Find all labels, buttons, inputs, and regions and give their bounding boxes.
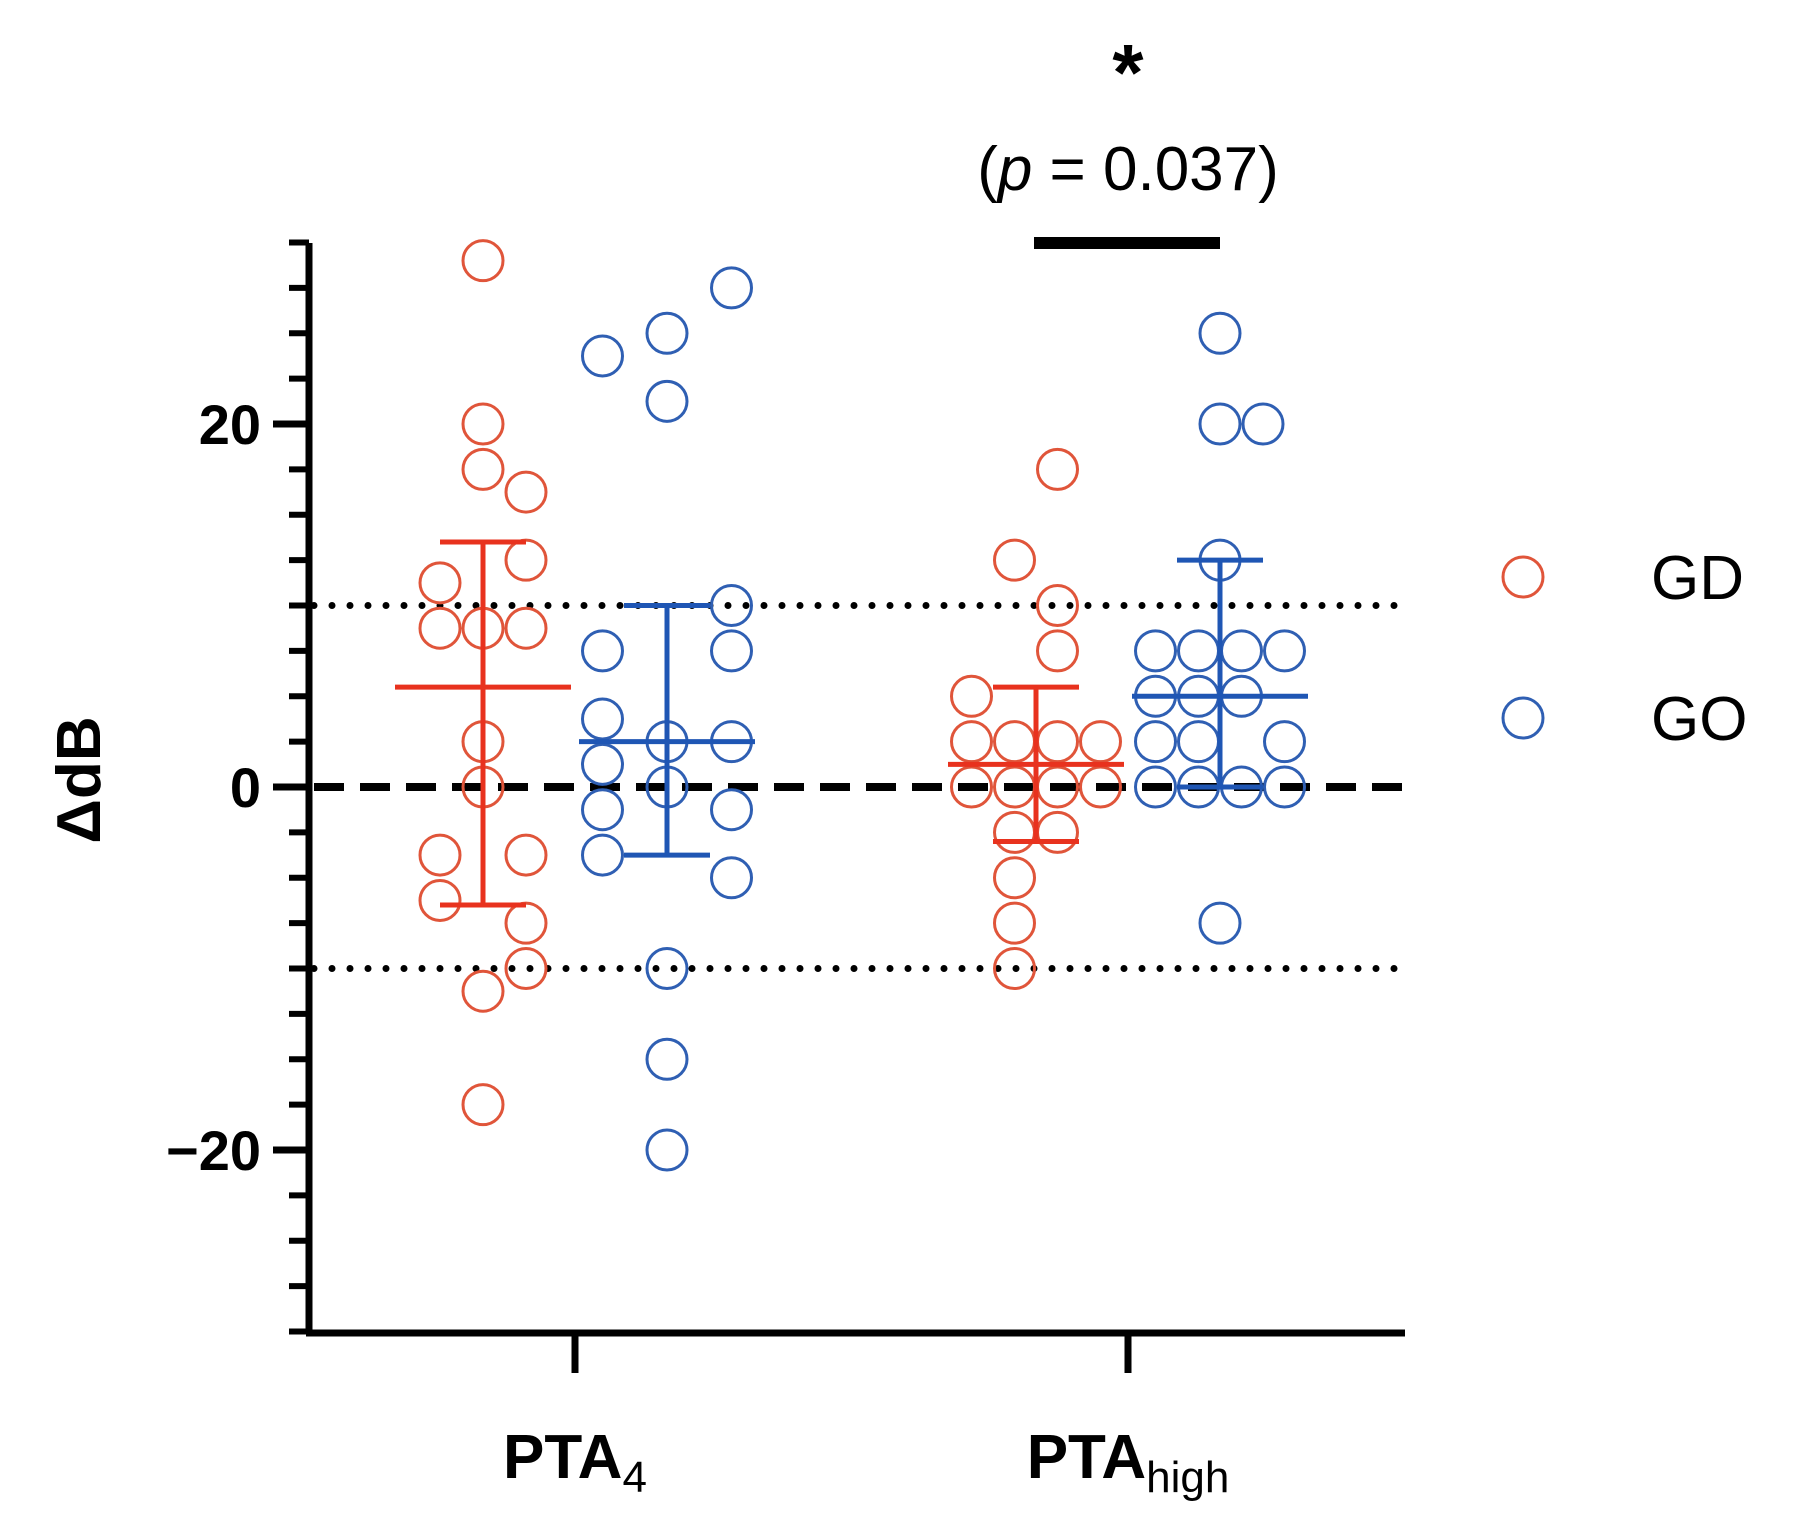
point-go-ptahigh	[1263, 720, 1306, 764]
point-go-ptahigh	[1177, 629, 1220, 673]
point-go-ptahigh	[1177, 720, 1220, 764]
point-gd-pta4	[504, 538, 548, 582]
point-gd-pta4	[418, 606, 462, 650]
x-category-main: PTA	[503, 1423, 622, 1492]
data-points	[418, 239, 1306, 1172]
legend-marker-go	[1501, 696, 1545, 740]
point-gd-ptahigh	[950, 765, 993, 809]
point-go-pta4	[710, 788, 753, 832]
point-gd-ptahigh	[1036, 720, 1079, 764]
legend-marker-gd	[1501, 555, 1545, 599]
point-gd-ptahigh	[1036, 447, 1079, 491]
point-gd-pta4	[504, 606, 548, 650]
point-go-ptahigh	[1198, 311, 1242, 355]
point-go-ptahigh	[1134, 765, 1177, 809]
p-value-part-0: (	[977, 135, 998, 204]
point-gd-ptahigh	[1079, 720, 1122, 764]
point-gd-pta4	[418, 561, 462, 605]
point-gd-pta4	[504, 947, 548, 990]
point-go-ptahigh	[1198, 901, 1242, 945]
point-gd-ptahigh	[993, 901, 1036, 945]
point-go-pta4	[645, 947, 689, 990]
point-go-pta4	[645, 379, 689, 423]
point-gd-ptahigh	[950, 674, 993, 718]
x-category-label-pta4: PTA4	[503, 1423, 647, 1502]
point-gd-ptahigh	[993, 810, 1036, 854]
point-gd-ptahigh	[1036, 584, 1079, 627]
point-go-pta4	[710, 856, 753, 900]
y-axis-ticks: −20 0 20	[166, 239, 309, 1335]
x-category-subscript: high	[1146, 1453, 1229, 1502]
point-gd-pta4	[504, 901, 548, 945]
point-go-ptahigh	[1263, 765, 1306, 809]
summary-bars	[395, 539, 1308, 908]
y-tick-label: 0	[230, 756, 261, 819]
point-gd-ptahigh	[1079, 765, 1122, 809]
point-go-ptahigh	[1241, 402, 1285, 446]
p-value-label: (p = 0.037)	[977, 135, 1279, 204]
point-go-ptahigh	[1134, 629, 1177, 673]
x-axis-labels: PTA4 PTAhigh	[503, 1423, 1229, 1502]
point-go-ptahigh	[1134, 720, 1177, 764]
point-gd-ptahigh	[993, 947, 1036, 990]
point-go-ptahigh	[1263, 629, 1306, 673]
legend: GD GO	[1501, 544, 1747, 754]
point-gd-pta4	[504, 833, 548, 877]
point-go-pta4	[710, 629, 753, 673]
y-tick-label: −20	[166, 1119, 261, 1182]
significance-annotation: * (p = 0.037)	[977, 28, 1279, 249]
point-gd-ptahigh	[993, 856, 1036, 900]
point-gd-pta4	[461, 447, 505, 491]
point-gd-ptahigh	[993, 538, 1036, 582]
point-go-pta4	[581, 697, 624, 741]
point-go-pta4	[581, 833, 624, 877]
y-axis-title-group: ΔdB	[45, 716, 114, 843]
point-gd-pta4	[461, 239, 505, 283]
point-gd-pta4	[461, 402, 505, 446]
p-value-part-1: p	[996, 135, 1032, 204]
point-gd-ptahigh	[1036, 810, 1079, 854]
x-category-subscript: 4	[622, 1453, 646, 1502]
point-go-pta4	[645, 311, 689, 355]
point-go-pta4	[710, 266, 753, 310]
point-go-pta4	[581, 742, 624, 786]
point-gd-pta4	[504, 470, 548, 514]
point-gd-ptahigh	[1036, 629, 1079, 673]
point-go-pta4	[645, 1037, 689, 1081]
point-gd-ptahigh	[993, 720, 1036, 764]
point-gd-pta4	[461, 1083, 505, 1127]
point-gd-ptahigh	[950, 720, 993, 764]
point-go-pta4	[581, 788, 624, 832]
point-go-ptahigh	[1198, 402, 1242, 446]
p-value-part-2: = 0.037)	[1032, 135, 1278, 204]
y-axis-title: ΔdB	[45, 716, 114, 843]
x-category-label-ptahigh: PTAhigh	[1027, 1423, 1230, 1502]
y-tick-label: 20	[199, 393, 261, 456]
significance-star: *	[1112, 28, 1144, 117]
reference-lines	[310, 602, 1409, 972]
point-go-ptahigh	[1220, 629, 1263, 673]
point-go-pta4	[581, 334, 624, 378]
x-category-main: PTA	[1027, 1423, 1146, 1492]
point-gd-pta4	[418, 833, 462, 877]
point-gd-pta4	[461, 969, 505, 1013]
point-go-pta4	[581, 629, 624, 673]
legend-label-gd: GD	[1651, 544, 1744, 613]
point-go-pta4	[645, 1128, 689, 1172]
point-gd-pta4	[418, 878, 462, 922]
legend-label-go: GO	[1651, 685, 1747, 754]
point-go-pta4	[710, 584, 753, 627]
